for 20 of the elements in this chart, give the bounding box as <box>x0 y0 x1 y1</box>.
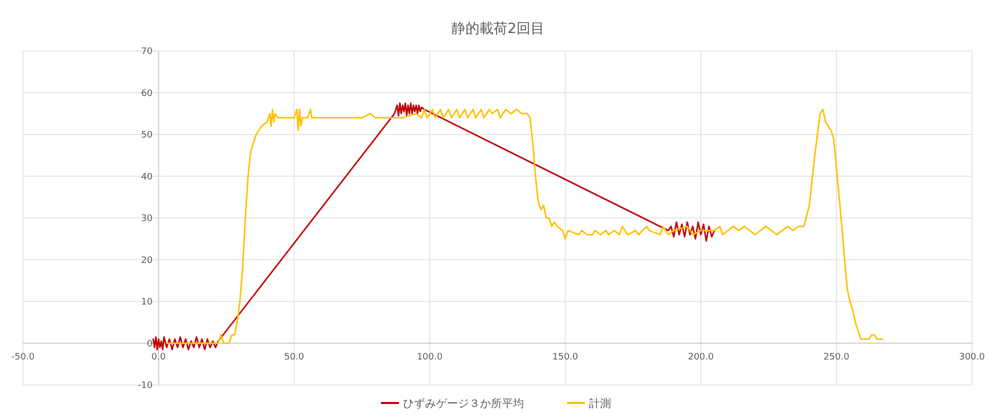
y-tick-label: -10 <box>138 381 153 391</box>
y-tick-label: 40 <box>141 172 153 182</box>
y-tick-label: 60 <box>141 88 153 99</box>
y-tick-label: 0 <box>146 339 153 350</box>
y-tick-label: 70 <box>141 47 153 57</box>
x-tick-label: -50.0 <box>11 352 35 362</box>
x-tick-label: 150.0 <box>552 352 578 362</box>
x-tick-label: 100.0 <box>416 352 443 362</box>
y-tick-label: 50 <box>141 130 153 140</box>
y-tick-label: 20 <box>141 256 153 266</box>
x-tick-label: 250.0 <box>824 352 850 362</box>
x-tick-label: 50.0 <box>284 352 304 362</box>
y-tick-label: 10 <box>141 298 153 308</box>
legend-label: 計測 <box>589 397 611 410</box>
chart-title: 静的載荷2回目 <box>452 21 544 37</box>
x-tick-label: 0.0 <box>151 352 166 362</box>
legend-label: ひずみゲージ３か所平均 <box>403 397 524 410</box>
y-tick-label: 30 <box>141 214 153 224</box>
x-tick-label: 200.0 <box>688 352 714 362</box>
x-tick-label: 300.0 <box>959 352 986 362</box>
